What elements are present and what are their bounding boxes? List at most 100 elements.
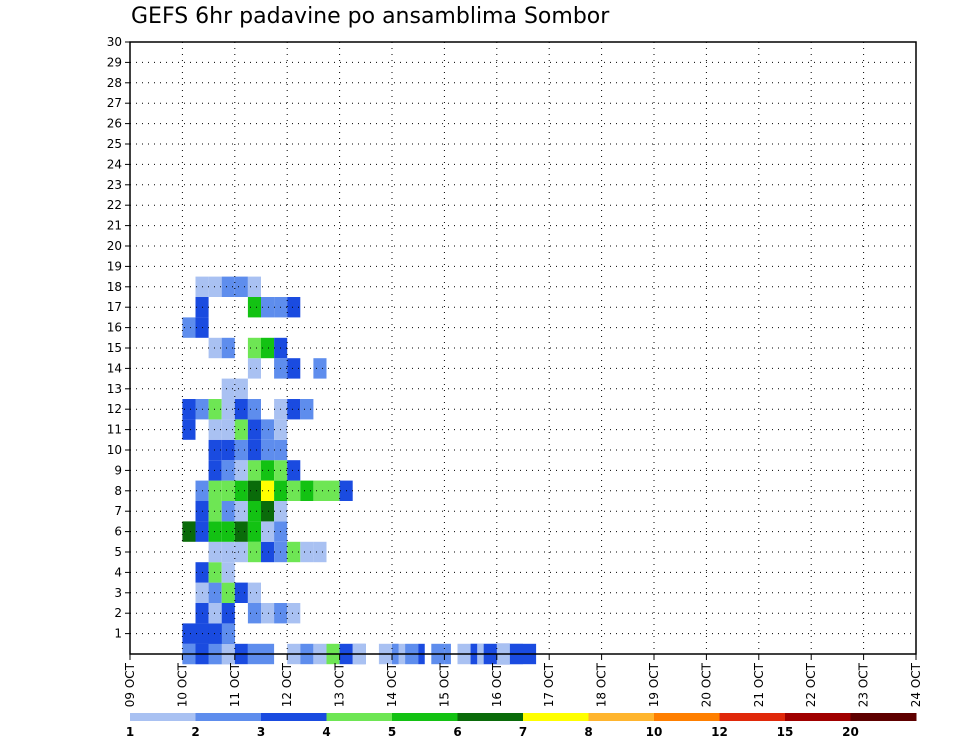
- heatmap-cell: [287, 358, 301, 379]
- heatmap-cell: [182, 399, 196, 420]
- x-tick-label: 23 OCT: [857, 662, 871, 707]
- legend-swatch: [654, 713, 720, 721]
- y-tick-label: 23: [107, 178, 122, 192]
- heatmap-cell: [300, 399, 314, 420]
- heatmap-cell: [221, 521, 235, 542]
- heatmap-cell: [247, 337, 261, 359]
- x-tick-label: 17 OCT: [542, 662, 556, 707]
- y-tick-label: 25: [107, 137, 122, 151]
- heatmap-cell: [261, 439, 275, 461]
- heatmap-cell: [221, 276, 235, 297]
- heatmap-cell: [221, 501, 235, 522]
- heatmap-cell: [221, 603, 235, 624]
- heatmap-cell: [208, 623, 222, 644]
- heatmap-cell: [300, 480, 314, 501]
- legend-label: 15: [777, 725, 794, 739]
- y-tick-label: 22: [107, 198, 122, 212]
- chart-title: GEFS 6hr padavine po ansamblima Sombor: [131, 4, 610, 29]
- legend-swatch: [457, 713, 524, 721]
- heatmap-cell: [234, 501, 248, 522]
- heatmap-cell: [221, 480, 235, 501]
- heatmap-cell: [221, 460, 235, 481]
- legend-label: 20: [842, 725, 859, 739]
- heatmap-cell: [234, 480, 248, 501]
- heatmap-cell: [182, 521, 196, 542]
- x-tick-label: 11 OCT: [228, 662, 242, 707]
- heatmap-cell: [234, 439, 248, 461]
- heatmap-cell: [208, 460, 222, 481]
- heatmap-cell: [287, 460, 301, 481]
- legend-label: 1: [126, 725, 134, 739]
- x-tick-label: 12 OCT: [280, 662, 294, 707]
- x-tick-label: 22 OCT: [804, 662, 818, 707]
- heatmap-cell: [300, 541, 314, 563]
- legend-label: 2: [191, 725, 199, 739]
- heatmap-cell: [247, 297, 261, 318]
- heatmap-cell: [234, 419, 248, 440]
- legend-label: 6: [453, 725, 461, 739]
- heatmap-cell: [221, 419, 235, 440]
- heatmap-cell: [261, 419, 275, 440]
- heatmap-cell: [182, 317, 196, 338]
- y-tick-label: 15: [107, 341, 122, 355]
- x-tick-label: 24 OCT: [909, 662, 923, 707]
- y-tick-label: 26: [107, 117, 122, 131]
- y-tick-label: 13: [107, 382, 122, 396]
- heatmap-cell: [208, 480, 222, 501]
- heatmap-cell: [221, 541, 235, 563]
- y-tick-label: 9: [114, 463, 122, 477]
- heatmap-cell: [313, 541, 327, 563]
- heatmap-cells: [182, 276, 537, 665]
- heatmap-cell: [208, 439, 222, 461]
- x-tick-label: 21 OCT: [752, 662, 766, 707]
- y-tick-label: 2: [114, 606, 122, 620]
- x-tick-label: 09 OCT: [123, 662, 137, 707]
- y-tick-label: 28: [107, 76, 122, 90]
- heatmap-cell: [208, 562, 222, 583]
- y-tick-label: 24: [107, 157, 122, 171]
- heatmap-cell: [247, 276, 261, 297]
- heatmap-cell: [182, 419, 196, 440]
- heatmap-cell: [208, 337, 222, 359]
- heatmap-cell: [234, 582, 248, 603]
- y-tick-label: 7: [114, 504, 122, 518]
- y-tick-label: 6: [114, 525, 122, 539]
- y-tick-label: 20: [107, 239, 122, 253]
- legend-swatch: [850, 713, 917, 721]
- legend-label: 10: [646, 725, 663, 739]
- heatmap-cell: [208, 399, 222, 420]
- heatmap-cell: [208, 501, 222, 522]
- legend-label: 7: [519, 725, 527, 739]
- heatmap-cell: [247, 399, 261, 420]
- heatmap-cell: [261, 480, 275, 501]
- heatmap-cell: [247, 358, 261, 379]
- heatmap-cell: [261, 501, 275, 522]
- legend-swatch: [523, 713, 589, 721]
- legend-label: 3: [257, 725, 265, 739]
- heatmap-cell: [247, 480, 261, 501]
- heatmap-cell: [247, 582, 261, 603]
- y-tick-label: 30: [107, 35, 122, 49]
- heatmap-cell: [247, 439, 261, 461]
- y-axis: 1234567891011121314151617181920212223242…: [107, 35, 130, 641]
- legend-label: 8: [584, 725, 592, 739]
- heatmap-cell: [221, 562, 235, 583]
- y-tick-label: 10: [107, 443, 122, 457]
- legend-label: 5: [388, 725, 396, 739]
- y-tick-label: 5: [114, 545, 122, 559]
- heatmap-cell: [221, 399, 235, 420]
- y-tick-label: 1: [114, 627, 122, 641]
- y-tick-label: 21: [107, 219, 122, 233]
- heatmap-cell: [234, 276, 248, 297]
- heatmap-cell: [261, 297, 275, 318]
- heatmap-cell: [287, 480, 301, 501]
- x-tick-label: 14 OCT: [385, 662, 399, 707]
- color-legend: 1 2 3 4 5 6 7 8 10 12 15 20: [126, 713, 917, 739]
- heatmap-cell: [261, 460, 275, 481]
- heatmap-cell: [287, 603, 301, 624]
- y-tick-label: 3: [114, 586, 122, 600]
- heatmap-cell: [208, 521, 222, 542]
- heatmap-cell: [287, 541, 301, 563]
- heatmap-cell: [234, 399, 248, 420]
- heatmap-cell: [221, 337, 235, 359]
